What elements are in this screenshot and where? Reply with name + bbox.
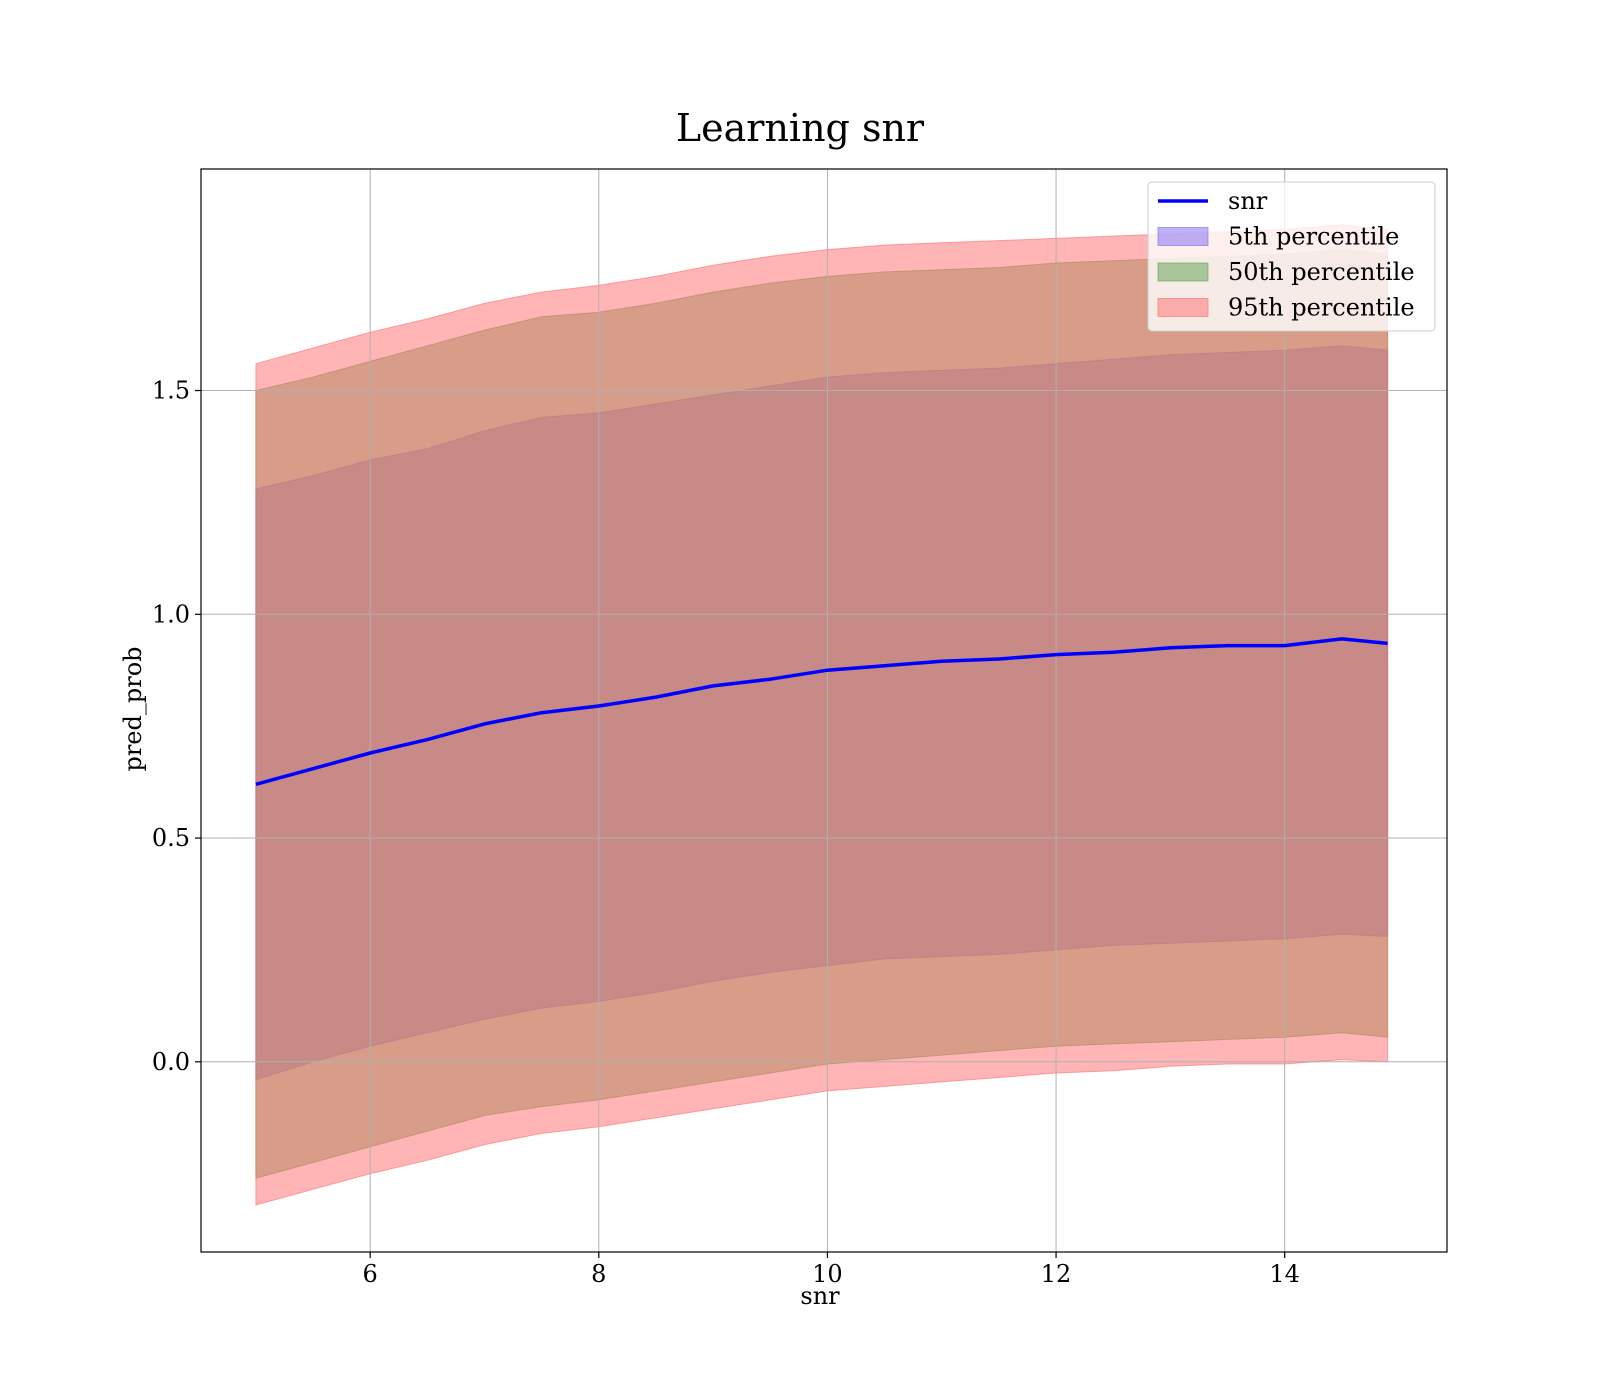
legend-swatch-50th-percentile xyxy=(1157,262,1209,282)
legend: snr 5th percentile 50th percentile 95th per… xyxy=(1147,181,1436,332)
x-tick-label: 10 xyxy=(812,1260,843,1288)
legend-label-95th-percentile: 95th percentile xyxy=(1228,294,1415,322)
legend-label-5th-percentile: 5th percentile xyxy=(1228,223,1399,251)
y-tick-label: 1.5 xyxy=(152,377,190,405)
x-axis-label: snr xyxy=(800,1282,840,1310)
chart-title: Learning snr xyxy=(676,106,925,150)
series-line-snr xyxy=(255,637,1388,786)
x-tick-label: 12 xyxy=(1041,1260,1072,1288)
legend-label-snr: snr xyxy=(1228,187,1268,215)
axis-ticks: 6 8 10 12 14 0.0 0.5 1.0 1.5 xyxy=(152,377,1300,1288)
band-95th-percentile xyxy=(255,224,1389,1206)
legend-swatch-5th-percentile xyxy=(1157,227,1209,246)
y-tick-label: 0.0 xyxy=(152,1048,190,1076)
snr-line-layer xyxy=(255,637,1388,786)
legend-box xyxy=(1147,181,1436,332)
x-tick-label: 8 xyxy=(591,1260,606,1288)
y-tick-label: 0.5 xyxy=(152,824,190,852)
y-tick-label: 1.0 xyxy=(152,600,190,628)
axes-frame xyxy=(200,168,1448,1253)
grid-lines xyxy=(201,169,1447,1252)
y-axis-label: pred_prob xyxy=(119,646,147,771)
x-tick-label: 6 xyxy=(363,1260,378,1288)
percentile-bands xyxy=(255,224,1389,1206)
legend-label-50th-percentile: 50th percentile xyxy=(1228,258,1415,286)
x-tick-label: 14 xyxy=(1269,1260,1300,1288)
legend-swatch-95th-percentile xyxy=(1157,298,1209,317)
